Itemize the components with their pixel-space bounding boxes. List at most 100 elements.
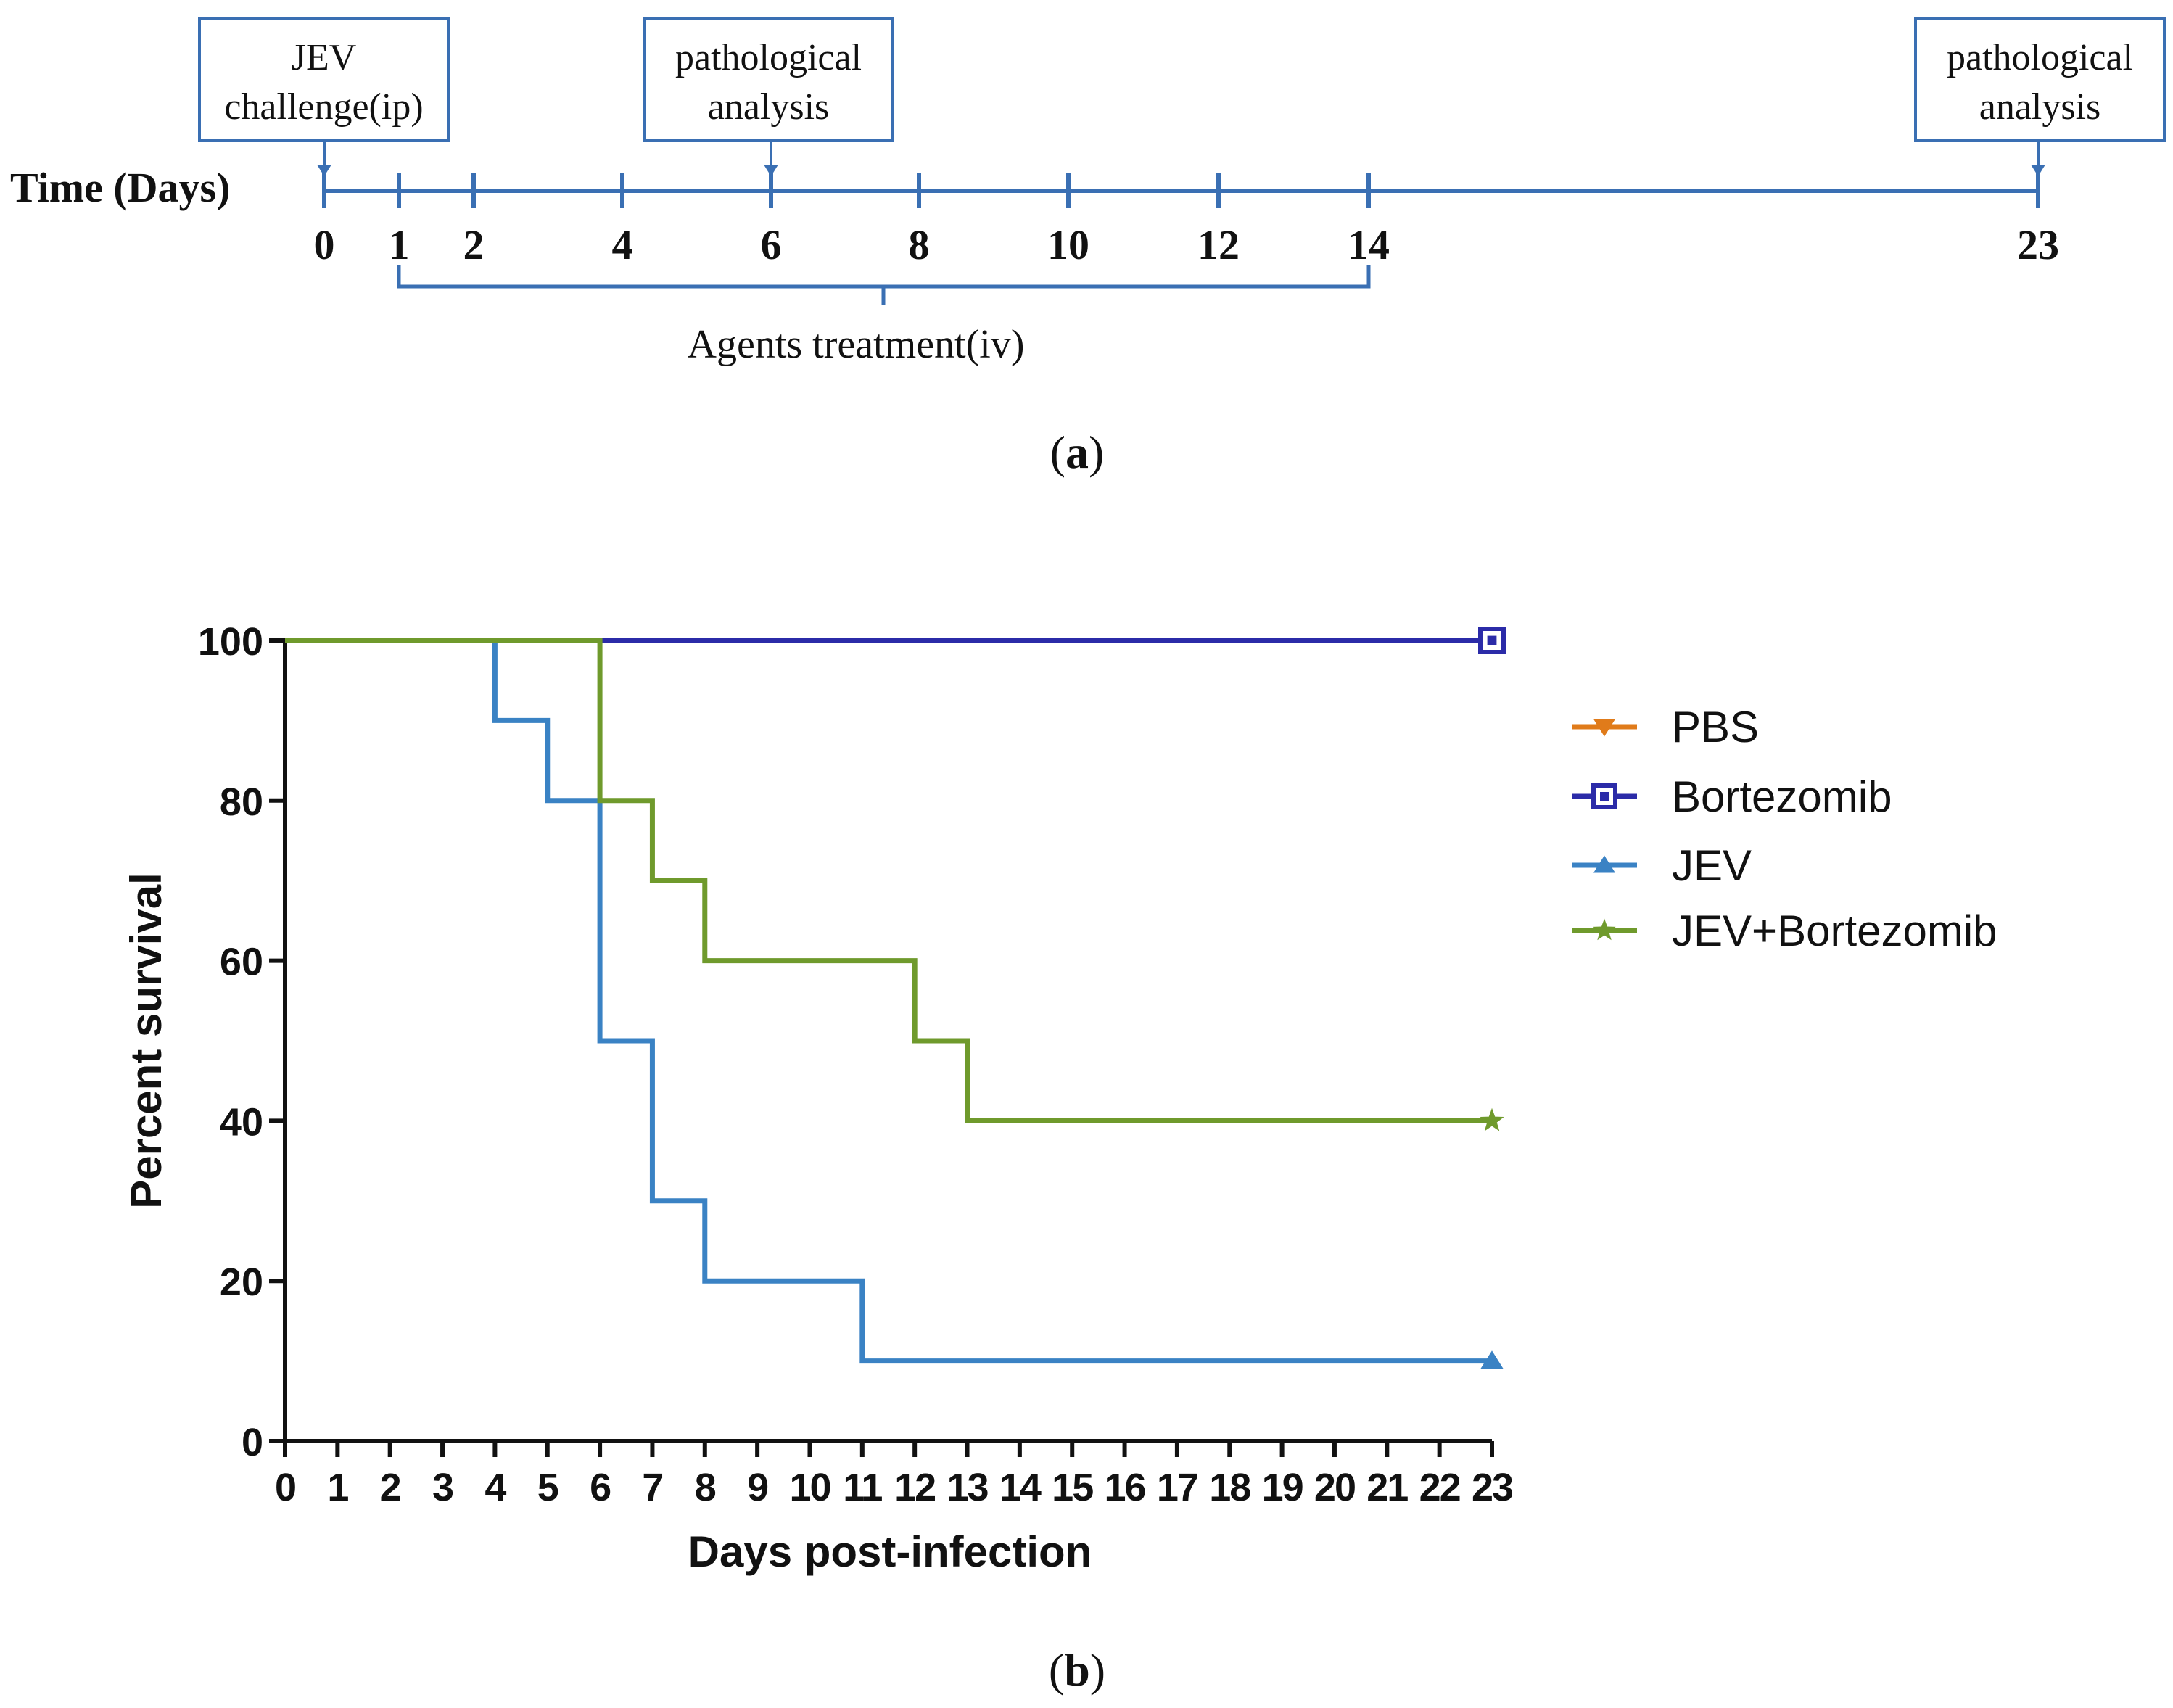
x-tick-label: 1 (327, 1466, 348, 1509)
timeline-tick-label: 0 (314, 221, 335, 268)
x-tick-label: 8 (695, 1466, 716, 1509)
x-tick-label: 2 (380, 1466, 400, 1509)
y-tick-label: 0 (242, 1421, 263, 1464)
end-marker-jev-bortezomib (1480, 1107, 1504, 1131)
callout-line-1: JEV (292, 37, 357, 78)
x-tick-label: 22 (1419, 1466, 1460, 1509)
callout-arrow-head (317, 165, 331, 176)
callout-box (1914, 17, 2166, 142)
series-end-markers (1478, 627, 1506, 1369)
callout-line-1: pathological (675, 37, 862, 78)
callout-arrow-head (2031, 165, 2045, 176)
y-tick-label: 40 (220, 1100, 263, 1144)
end-marker-bortezomib-core (1487, 635, 1497, 645)
x-tick-label: 11 (843, 1466, 882, 1509)
x-tick-label: 20 (1314, 1466, 1355, 1509)
x-tick-label: 15 (1052, 1466, 1093, 1509)
timeline-callout: pathological analysis (1914, 17, 2166, 176)
x-ticks: 0 1 2 3 4 5 6 7 8 9 10 11 12 13 14 15 16 17 18 19 20 21 22 23 (275, 1441, 1514, 1509)
callout-line-2: analysis (708, 86, 830, 128)
x-tick-label: 6 (590, 1466, 611, 1509)
end-marker-bortezomib-box (1478, 627, 1506, 654)
legend: PBS Bortezomib JEV JEV+Bortezomib (1572, 703, 1997, 955)
legend-swatch-marker-core (1600, 792, 1609, 801)
legend-swatch-marker (1593, 855, 1615, 873)
legend-item: JEV+Bortezomib (1572, 907, 1997, 955)
callout-line-2: analysis (1979, 86, 2101, 128)
x-tick-label: 13 (947, 1466, 988, 1509)
callout-arrow-head (764, 165, 778, 176)
legend-label: JEV (1672, 841, 1752, 890)
timeline-callouts: JEVchallenge(ip)pathologicalanalysispath… (198, 17, 2166, 176)
series-line-jev-bortezomib (285, 638, 1492, 1123)
end-marker-jev (1480, 1350, 1504, 1369)
panel-label-b: (b) (1049, 1644, 1105, 1696)
timeline-tick-label: 1 (389, 221, 410, 268)
x-tick-label: 3 (432, 1466, 453, 1509)
timeline-tick-label: 2 (463, 221, 485, 268)
series-line-jev (285, 638, 1492, 1364)
timeline-tick-label: 4 (612, 221, 633, 268)
treatment-bracket-line (397, 265, 1371, 305)
y-tick-label: 100 (198, 620, 263, 664)
panel-label-a: (a) (1050, 426, 1105, 478)
x-tick-label: 12 (894, 1466, 935, 1509)
timeline-tick-label: 6 (761, 221, 782, 268)
treatment-bracket-label: Agents treatment(iv) (688, 322, 1025, 367)
timeline-tick-label: 10 (1047, 221, 1089, 268)
legend-item: Bortezomib (1572, 772, 1892, 821)
timeline-callout: pathological analysis (643, 17, 894, 176)
y-tick-label: 80 (220, 780, 263, 824)
y-ticks: 0 20 40 60 80 100 (198, 620, 285, 1464)
x-tick-label: 0 (275, 1466, 295, 1509)
panel-label-b-open: ( (1049, 1644, 1064, 1696)
legend-item: PBS (1572, 703, 1759, 751)
x-tick-label: 21 (1366, 1466, 1408, 1509)
treatment-bracket: Agents treatment(iv) (397, 265, 1371, 367)
timeline-tick-label: 23 (2017, 221, 2059, 268)
legend-label: PBS (1672, 703, 1759, 751)
x-tick-label: 5 (537, 1466, 558, 1509)
y-tick-label: 60 (220, 941, 263, 984)
panel-label-a-letter: a (1065, 426, 1089, 478)
legend-swatch-marker (1593, 918, 1616, 941)
timeline-axis-label: Time (Days) (10, 164, 230, 211)
timeline-callout: JEV challenge(ip) (198, 17, 450, 176)
timeline-tick-label: 14 (1348, 221, 1390, 268)
legend-label: JEV+Bortezomib (1672, 907, 1997, 955)
panel-label-a-close: ) (1089, 426, 1104, 478)
x-tick-label: 16 (1105, 1466, 1146, 1509)
timeline-ticks: 0 1 2 4 6 8 10 12 14 23 (314, 173, 2059, 268)
legend-item: JEV (1572, 841, 1752, 890)
x-tick-label: 17 (1157, 1466, 1197, 1509)
end-marker-bortezomib (1478, 627, 1506, 654)
x-tick-label: 19 (1262, 1466, 1303, 1509)
x-tick-label: 23 (1472, 1466, 1513, 1509)
series-lines (285, 638, 1492, 1364)
timeline-tick-label: 8 (909, 221, 930, 268)
legend-label: Bortezomib (1672, 772, 1892, 821)
x-tick-label: 4 (485, 1466, 506, 1509)
legend-swatch-marker (1591, 783, 1617, 809)
timeline-tick-label: 12 (1197, 221, 1240, 268)
panel-a-timeline: Time (Days) 0 1 2 4 6 8 10 12 14 23 JEVchallenge(… (10, 17, 2166, 478)
x-tick-label: 10 (789, 1466, 830, 1509)
panel-label-b-close: ) (1090, 1644, 1105, 1696)
legend-swatch-marker-box (1591, 783, 1617, 809)
panel-label-b-letter: b (1064, 1644, 1090, 1696)
callout-line-2: challenge(ip) (224, 86, 423, 128)
x-axis-title: Days post-infection (688, 1527, 1092, 1576)
x-tick-label: 9 (747, 1466, 768, 1509)
callout-line-1: pathological (1947, 37, 2133, 78)
callout-box (643, 17, 894, 142)
x-tick-label: 7 (642, 1466, 662, 1509)
panel-label-a-open: ( (1050, 426, 1065, 478)
callout-box (198, 17, 450, 142)
x-tick-label: 14 (999, 1466, 1042, 1509)
x-tick-label: 18 (1209, 1466, 1250, 1509)
legend-swatch-marker (1593, 719, 1615, 737)
y-tick-label: 20 (220, 1261, 263, 1304)
y-axis-title: Percent survival (122, 872, 170, 1209)
